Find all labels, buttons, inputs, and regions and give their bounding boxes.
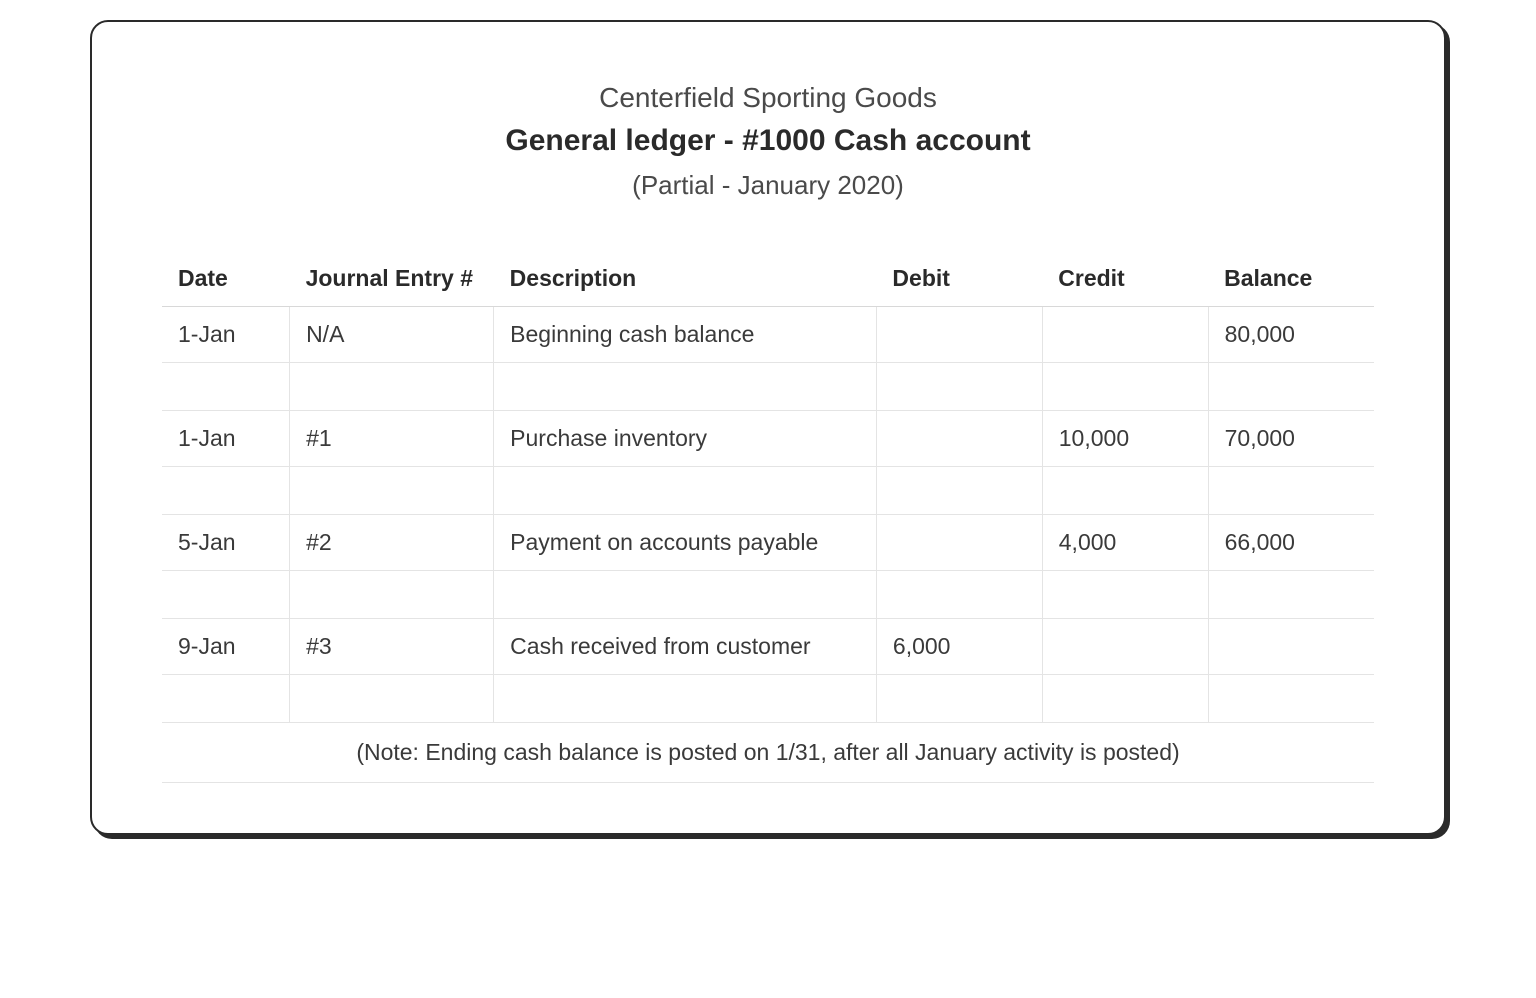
col-header-entry: Journal Entry # xyxy=(290,251,494,307)
col-header-debit: Debit xyxy=(876,251,1042,307)
cell-credit: 10,000 xyxy=(1042,411,1208,467)
ledger-note: (Note: Ending cash balance is posted on … xyxy=(162,723,1374,783)
table-body: 1-Jan N/A Beginning cash balance 80,000 … xyxy=(162,307,1374,783)
col-header-credit: Credit xyxy=(1042,251,1208,307)
cell-balance: 66,000 xyxy=(1208,515,1374,571)
cell-description: Beginning cash balance xyxy=(494,307,877,363)
cell-description: Payment on accounts payable xyxy=(494,515,877,571)
ledger-card: Centerfield Sporting Goods General ledge… xyxy=(90,20,1446,835)
col-header-description: Description xyxy=(494,251,877,307)
table-row: 5-Jan #2 Payment on accounts payable 4,0… xyxy=(162,515,1374,571)
company-name: Centerfield Sporting Goods xyxy=(162,82,1374,114)
cell-entry: N/A xyxy=(290,307,494,363)
cell-date: 1-Jan xyxy=(162,307,290,363)
cell-date: 5-Jan xyxy=(162,515,290,571)
cell-balance: 70,000 xyxy=(1208,411,1374,467)
cell-entry: #1 xyxy=(290,411,494,467)
cell-date: 9-Jan xyxy=(162,619,290,675)
cell-debit xyxy=(876,307,1042,363)
cell-description: Purchase inventory xyxy=(494,411,877,467)
spacer-row xyxy=(162,467,1374,515)
cell-date: 1-Jan xyxy=(162,411,290,467)
table-row: 1-Jan #1 Purchase inventory 10,000 70,00… xyxy=(162,411,1374,467)
cell-debit: 6,000 xyxy=(876,619,1042,675)
cell-entry: #3 xyxy=(290,619,494,675)
table-header-row: Date Journal Entry # Description Debit C… xyxy=(162,251,1374,307)
table-row: 1-Jan N/A Beginning cash balance 80,000 xyxy=(162,307,1374,363)
col-header-date: Date xyxy=(162,251,290,307)
spacer-row xyxy=(162,675,1374,723)
table-row: 9-Jan #3 Cash received from customer 6,0… xyxy=(162,619,1374,675)
spacer-row xyxy=(162,363,1374,411)
ledger-table: Date Journal Entry # Description Debit C… xyxy=(162,251,1374,783)
ledger-title: General ledger - #1000 Cash account xyxy=(162,124,1374,158)
cell-balance: 80,000 xyxy=(1208,307,1374,363)
cell-credit: 4,000 xyxy=(1042,515,1208,571)
ledger-header: Centerfield Sporting Goods General ledge… xyxy=(162,82,1374,201)
spacer-row xyxy=(162,571,1374,619)
note-row: (Note: Ending cash balance is posted on … xyxy=(162,723,1374,783)
cell-debit xyxy=(876,515,1042,571)
ledger-subtitle: (Partial - January 2020) xyxy=(162,170,1374,201)
cell-balance xyxy=(1208,619,1374,675)
cell-entry: #2 xyxy=(290,515,494,571)
cell-debit xyxy=(876,411,1042,467)
cell-credit xyxy=(1042,307,1208,363)
cell-credit xyxy=(1042,619,1208,675)
cell-description: Cash received from customer xyxy=(494,619,877,675)
col-header-balance: Balance xyxy=(1208,251,1374,307)
